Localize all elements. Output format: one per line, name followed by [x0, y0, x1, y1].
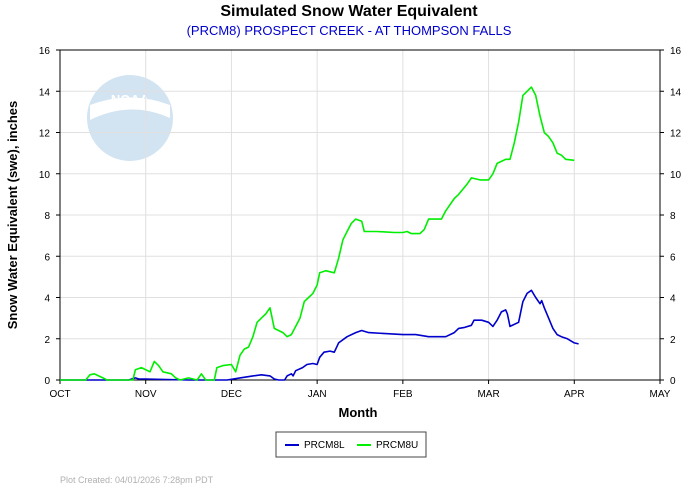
x-tick-label: MAR: [477, 389, 499, 400]
y-tick-label-left: 2: [44, 335, 50, 346]
series-line-prcm8l: [60, 289, 579, 381]
y-tick-label-right: 16: [670, 46, 682, 57]
x-tick-label: DEC: [221, 389, 242, 400]
noaa-logo-text: NOAA: [111, 92, 150, 107]
x-tick-label: APR: [564, 389, 585, 400]
noaa-logo-bird: [90, 97, 170, 120]
y-tick-label-left: 12: [39, 129, 51, 140]
y-axis-label: Snow Water Equivalent (swe), inches: [5, 101, 20, 330]
y-tick-label-right: 10: [670, 170, 682, 181]
x-tick-label: FEB: [393, 389, 413, 400]
y-tick-label-left: 10: [39, 170, 51, 181]
y-tick-label-left: 16: [39, 46, 51, 57]
series-lines: [60, 86, 579, 381]
chart-title: Simulated Snow Water Equivalent: [220, 3, 478, 20]
x-tick-label: OCT: [49, 389, 70, 400]
y-tick-label-right: 4: [670, 294, 676, 305]
y-tick-label-left: 4: [44, 294, 50, 305]
y-tick-label-left: 0: [44, 376, 50, 387]
noaa-logo-circle: [87, 75, 173, 161]
y-tick-label-left: 14: [39, 87, 51, 98]
x-tick-label: MAY: [650, 389, 671, 400]
legend-label-prcm8u: PRCM8U: [376, 440, 418, 451]
x-axis-label: Month: [339, 405, 378, 420]
y-tick-labels: 0 0 2 2 4 4 6 6 8 8 10 10 12 12 14 14 16 16: [39, 46, 682, 387]
chart-subtitle: (PRCM8) PROSPECT CREEK - AT THOMPSON FAL…: [187, 23, 512, 38]
legend: PRCM8L PRCM8U: [275, 431, 427, 458]
y-tick-label-right: 12: [670, 129, 682, 140]
legend-label-prcm8l: PRCM8L: [304, 440, 345, 451]
y-tick-label-right: 8: [670, 211, 676, 222]
y-tick-label-right: 6: [670, 252, 676, 263]
x-tick-label: JAN: [308, 389, 327, 400]
grid: [60, 50, 660, 380]
series-line-prcm8u: [60, 86, 575, 381]
plot-created-footer: Plot Created: 04/01/2026 7:28pm PDT: [60, 475, 214, 485]
y-tick-label-left: 8: [44, 211, 50, 222]
y-tick-label-right: 14: [670, 87, 682, 98]
y-tick-label-right: 2: [670, 335, 676, 346]
noaa-logo: NOAA: [87, 75, 173, 161]
legend-box: [275, 431, 427, 458]
x-tick-label: NOV: [135, 389, 157, 400]
y-tick-label-left: 6: [44, 252, 50, 263]
y-tick-label-right: 0: [670, 376, 676, 387]
x-tick-labels: OCT NOV DEC JAN FEB MAR APR MAY: [49, 380, 671, 400]
